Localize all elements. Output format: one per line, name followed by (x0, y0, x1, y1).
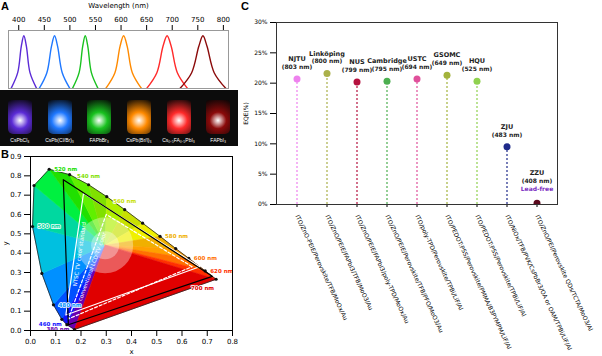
svg-text:10%: 10% (254, 140, 268, 147)
svg-text:ITO/ZnO/PEIE/FAPbI3/TFB/MoO3/A: ITO/ZnO/PEIE/FAPbI3/TFB/MoO3/Au (324, 213, 375, 312)
svg-text:500: 500 (63, 16, 76, 24)
svg-text:(803 nm): (803 nm) (282, 63, 313, 70)
svg-text:25%: 25% (254, 49, 268, 56)
svg-text:600 nm: 600 nm (194, 255, 217, 261)
svg-text:0.6: 0.6 (10, 211, 22, 219)
svg-text:0.6: 0.6 (176, 338, 188, 346)
svg-text:0.5: 0.5 (10, 230, 21, 238)
svg-text:(800 nm): (800 nm) (312, 57, 343, 64)
svg-text:ITO/ZnO/PEIE/Perovskite/TFB/PF: ITO/ZnO/PEIE/Perovskite/TFB/PFO/MoO3/Au (384, 213, 445, 333)
svg-text:800: 800 (217, 16, 230, 24)
svg-text:600: 600 (114, 16, 127, 24)
svg-text:15%: 15% (254, 109, 268, 116)
svg-text:(799 nm): (799 nm) (342, 66, 373, 73)
svg-text:ITO/PEDOT:PSS/Perovskite/TPBi/: ITO/PEDOT:PSS/Perovskite/TPBi/LiF/Al (474, 213, 528, 317)
svg-text:y: y (2, 241, 10, 245)
html-text:CsPb(Br/I)₃: CsPb(Br/I)₃ (126, 137, 152, 143)
svg-text:0.0: 0.0 (10, 327, 21, 335)
svg-text:540 nm: 540 nm (77, 173, 100, 179)
svg-text:500 nm: 500 nm (38, 223, 61, 229)
svg-text:(483 nm): (483 nm) (492, 131, 523, 138)
svg-text:(795 nm): (795 nm) (372, 65, 403, 72)
svg-text:20%: 20% (254, 79, 268, 86)
svg-text:700 nm: 700 nm (191, 285, 214, 291)
svg-text:EQE(%): EQE(%) (242, 102, 249, 125)
svg-text:650: 650 (140, 16, 153, 24)
svg-text:400: 400 (12, 16, 25, 24)
svg-text:0.4: 0.4 (126, 338, 138, 346)
svg-text:Linköping: Linköping (309, 50, 345, 58)
svg-text:0%: 0% (258, 200, 268, 207)
svg-text:ITO/ZnO/PEIE/FAPbI3/poly-TPD/M: ITO/ZnO/PEIE/FAPbI3/poly-TPD/MoOx/Au (353, 213, 411, 324)
svg-text:0.5: 0.5 (151, 338, 162, 346)
svg-text:NJTU: NJTU (288, 55, 306, 63)
svg-text:0.4: 0.4 (10, 249, 22, 257)
svg-text:NTSC TV color standard: NTSC TV color standard (71, 221, 88, 287)
svg-text:550: 550 (89, 16, 102, 24)
html-text:B: B (1, 148, 9, 160)
svg-text:460 nm: 460 nm (39, 321, 62, 327)
html-text:FAPbI₃: FAPbI₃ (210, 137, 226, 143)
svg-text:ITO/ZnO-PEIE/Perovskite/TFB/Mo: ITO/ZnO-PEIE/Perovskite/TFB/MoOx/Au (294, 213, 349, 321)
svg-text:GSOMC: GSOMC (434, 51, 461, 59)
svg-text:0.8: 0.8 (10, 172, 21, 180)
svg-text:ITO/ZnO/PEI/Perovskite QDs/TCT: ITO/ZnO/PEI/Perovskite QDs/TCTA/MoO3/Al (534, 213, 594, 332)
svg-text:0.1: 0.1 (50, 338, 61, 346)
svg-text:0.2: 0.2 (75, 338, 86, 346)
svg-text:5%: 5% (258, 170, 268, 177)
svg-text:0.9: 0.9 (10, 153, 21, 161)
svg-text:520 nm: 520 nm (54, 166, 77, 172)
svg-text:0.7: 0.7 (202, 338, 213, 346)
html-text:CsPb(Cl/Br)₃: CsPb(Cl/Br)₃ (45, 137, 74, 143)
svg-text:USTC: USTC (407, 55, 426, 63)
svg-text:Wavelength (nm): Wavelength (nm) (88, 2, 149, 10)
svg-text:750: 750 (191, 16, 204, 24)
svg-text:Cambridge: Cambridge (367, 57, 407, 66)
html-text:CsPbCl₃: CsPbCl₃ (10, 137, 30, 143)
svg-text:ZJU: ZJU (501, 123, 513, 131)
svg-text:700: 700 (166, 16, 179, 24)
svg-text:0.2: 0.2 (10, 288, 21, 296)
svg-text:ITO/NiOx/TFB/PVK/CsPbBr3/OA or: ITO/NiOx/TFB/PVK/CsPbBr3/OA or OAM/TPBi/… (504, 213, 573, 351)
svg-text:0.1: 0.1 (10, 307, 21, 315)
html-text:FAPbBr₃: FAPbBr₃ (89, 137, 109, 143)
svg-text:ZZU: ZZU (530, 169, 545, 177)
svg-text:(649 nm): (649 nm) (432, 59, 463, 66)
svg-text:x: x (129, 348, 133, 356)
svg-text:620 nm: 620 nm (210, 268, 233, 274)
svg-text:(694 nm): (694 nm) (402, 63, 433, 70)
svg-text:0.0: 0.0 (25, 338, 36, 346)
svg-text:380 nm: 380 nm (46, 326, 70, 333)
svg-text:NUS: NUS (349, 58, 365, 66)
svg-text:0.7: 0.7 (10, 191, 21, 199)
svg-text:ITO/poly-TPD/Perovskite/TPBi/L: ITO/poly-TPD/Perovskite/TPBi/LiF/Al (414, 213, 465, 312)
svg-text:0.3: 0.3 (101, 338, 112, 346)
html-text:C: C (241, 0, 249, 12)
svg-text:450: 450 (38, 16, 51, 24)
svg-text:conventional LCD TV color: conventional LCD TV color (77, 231, 108, 302)
svg-text:(408 nm): (408 nm) (522, 177, 553, 184)
html-text:Cs₀.₅FA₀.₅PbI₃: Cs₀.₅FA₀.₅PbI₃ (162, 137, 195, 143)
svg-text:480 nm: 480 nm (58, 302, 81, 308)
svg-text:Lead-free: Lead-free (521, 185, 553, 192)
svg-text:HQU: HQU (469, 57, 485, 65)
svg-text:30%: 30% (254, 18, 268, 25)
svg-text:(525 nm): (525 nm) (462, 65, 493, 72)
svg-text:0.3: 0.3 (10, 269, 21, 277)
svg-text:560 nm: 560 nm (113, 198, 136, 204)
svg-text:580 nm: 580 nm (165, 233, 188, 239)
svg-text:0.8: 0.8 (227, 338, 238, 346)
svg-text:ITO/PEDOT:PSS/Perovskite/PMMA/: ITO/PEDOT:PSS/Perovskite/PMMA/B3PYMPM/Li… (444, 213, 513, 350)
html-text:A: A (1, 0, 9, 12)
